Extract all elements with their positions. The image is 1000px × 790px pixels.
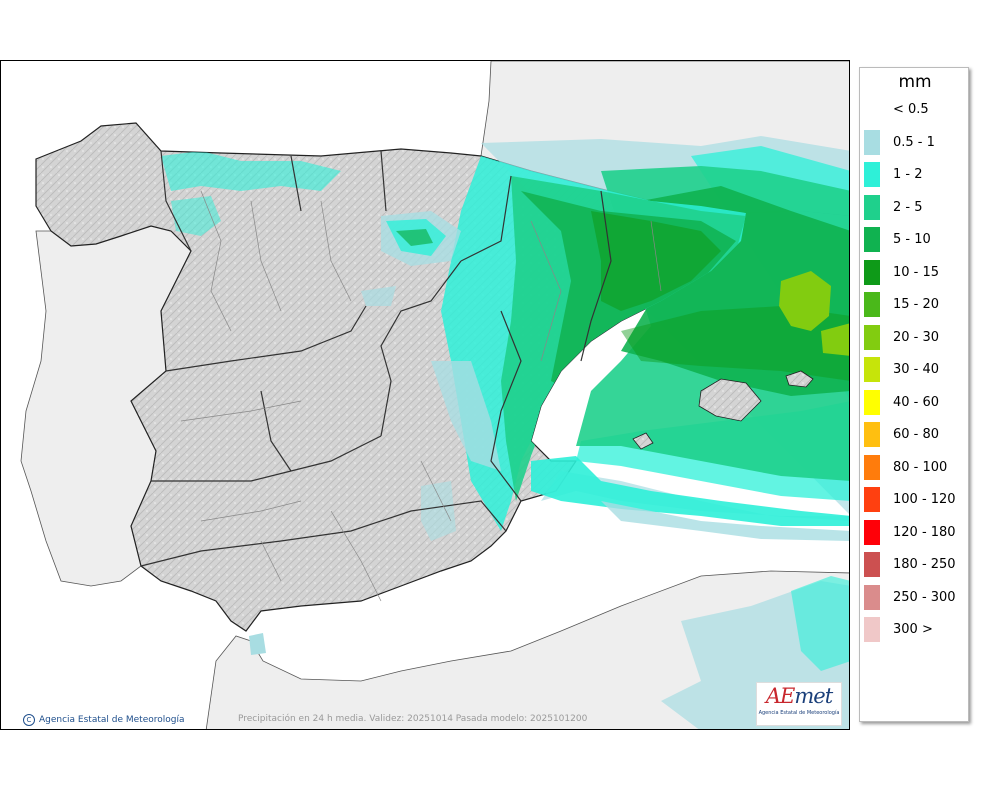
- regional-boundaries: [140, 150, 612, 567]
- legend-swatch: [864, 292, 880, 317]
- legend-swatch: [864, 422, 880, 447]
- legend-swatch: [864, 357, 880, 382]
- legend-swatch: [864, 519, 880, 545]
- legend-swatch: [864, 129, 880, 155]
- legend-label: 15 - 20: [893, 297, 940, 312]
- legend-item: 60 - 80: [864, 422, 968, 447]
- agency-credit: C Agencia Estatal de Meteorología: [23, 714, 185, 726]
- legend-item: 180 - 250: [864, 552, 968, 577]
- legend-item: 1 - 2: [864, 162, 968, 187]
- legend-label: 180 - 250: [893, 557, 956, 572]
- legend-item: 15 - 20: [864, 292, 968, 317]
- legend-label: 5 - 10: [893, 232, 931, 247]
- map-caption: Precipitación en 24 h media. Validez: 20…: [238, 714, 588, 724]
- legend-label: 80 - 100: [893, 459, 948, 475]
- legend-item: < 0.5: [864, 97, 968, 122]
- legend-swatch: [864, 617, 880, 642]
- legend-label: 40 - 60: [893, 394, 940, 410]
- legend-swatch: [864, 454, 880, 480]
- legend-label: 250 - 300: [893, 589, 956, 605]
- legend-swatch: [864, 389, 880, 415]
- legend-swatch: [864, 487, 880, 512]
- legend-item: 250 - 300: [864, 584, 968, 610]
- legend-label: 120 - 180: [893, 524, 956, 540]
- legend-item: 80 - 100: [864, 454, 968, 480]
- legend-item: 30 - 40: [864, 357, 968, 382]
- aemet-logo: AEmet Agencia Estatal de Meteorología: [756, 682, 842, 726]
- legend-label: 60 - 80: [893, 427, 940, 442]
- logo-subtitle: Agencia Estatal de Meteorología: [758, 710, 840, 716]
- credit-text: Agencia Estatal de Meteorología: [39, 715, 185, 725]
- legend-item: 40 - 60: [864, 389, 968, 415]
- legend-label: < 0.5: [893, 102, 929, 117]
- precipitation-legend: mm < 0.5 0.5 - 1 1 - 2 2 - 5 5 - 10 10 - 15 15…: [859, 67, 969, 722]
- legend-swatch: [864, 324, 880, 350]
- legend-item: 2 - 5: [864, 194, 968, 220]
- legend-label: 300 >: [893, 622, 933, 637]
- legend-item: 5 - 10: [864, 227, 968, 252]
- legend-label: 100 - 120: [893, 492, 956, 507]
- legend-item: 0.5 - 1: [864, 129, 968, 155]
- legend-item: 100 - 120: [864, 487, 968, 512]
- legend-unit: mm: [898, 72, 932, 92]
- balearic-islands: [632, 370, 814, 450]
- precipitation-map: [20, 61, 849, 729]
- legend-swatch: [864, 227, 880, 252]
- legend-item: 120 - 180: [864, 519, 968, 545]
- legend-swatch: [864, 162, 880, 187]
- legend-swatch: [864, 584, 880, 610]
- legend-item: 10 - 15: [864, 259, 968, 285]
- legend-swatch: [864, 259, 880, 285]
- logo-wordmark: AEmet: [765, 684, 833, 708]
- legend-label: 10 - 15: [893, 264, 940, 280]
- legend-label: 20 - 30: [893, 329, 940, 345]
- precip-land-fields: [161, 151, 746, 541]
- legend-swatch: [864, 194, 880, 220]
- province-boundaries: [180, 190, 662, 602]
- legend-item: 300 >: [864, 617, 968, 642]
- map-frame[interactable]: C Agencia Estatal de Meteorología Precipi…: [0, 60, 850, 730]
- legend-label: 1 - 2: [893, 167, 923, 182]
- legend-label: 2 - 5: [893, 199, 923, 215]
- legend-label: 30 - 40: [893, 362, 940, 377]
- legend-label: 0.5 - 1: [893, 134, 935, 150]
- legend-item: 20 - 30: [864, 324, 968, 350]
- copyright-icon: C: [23, 714, 35, 726]
- legend-swatch: [864, 552, 880, 577]
